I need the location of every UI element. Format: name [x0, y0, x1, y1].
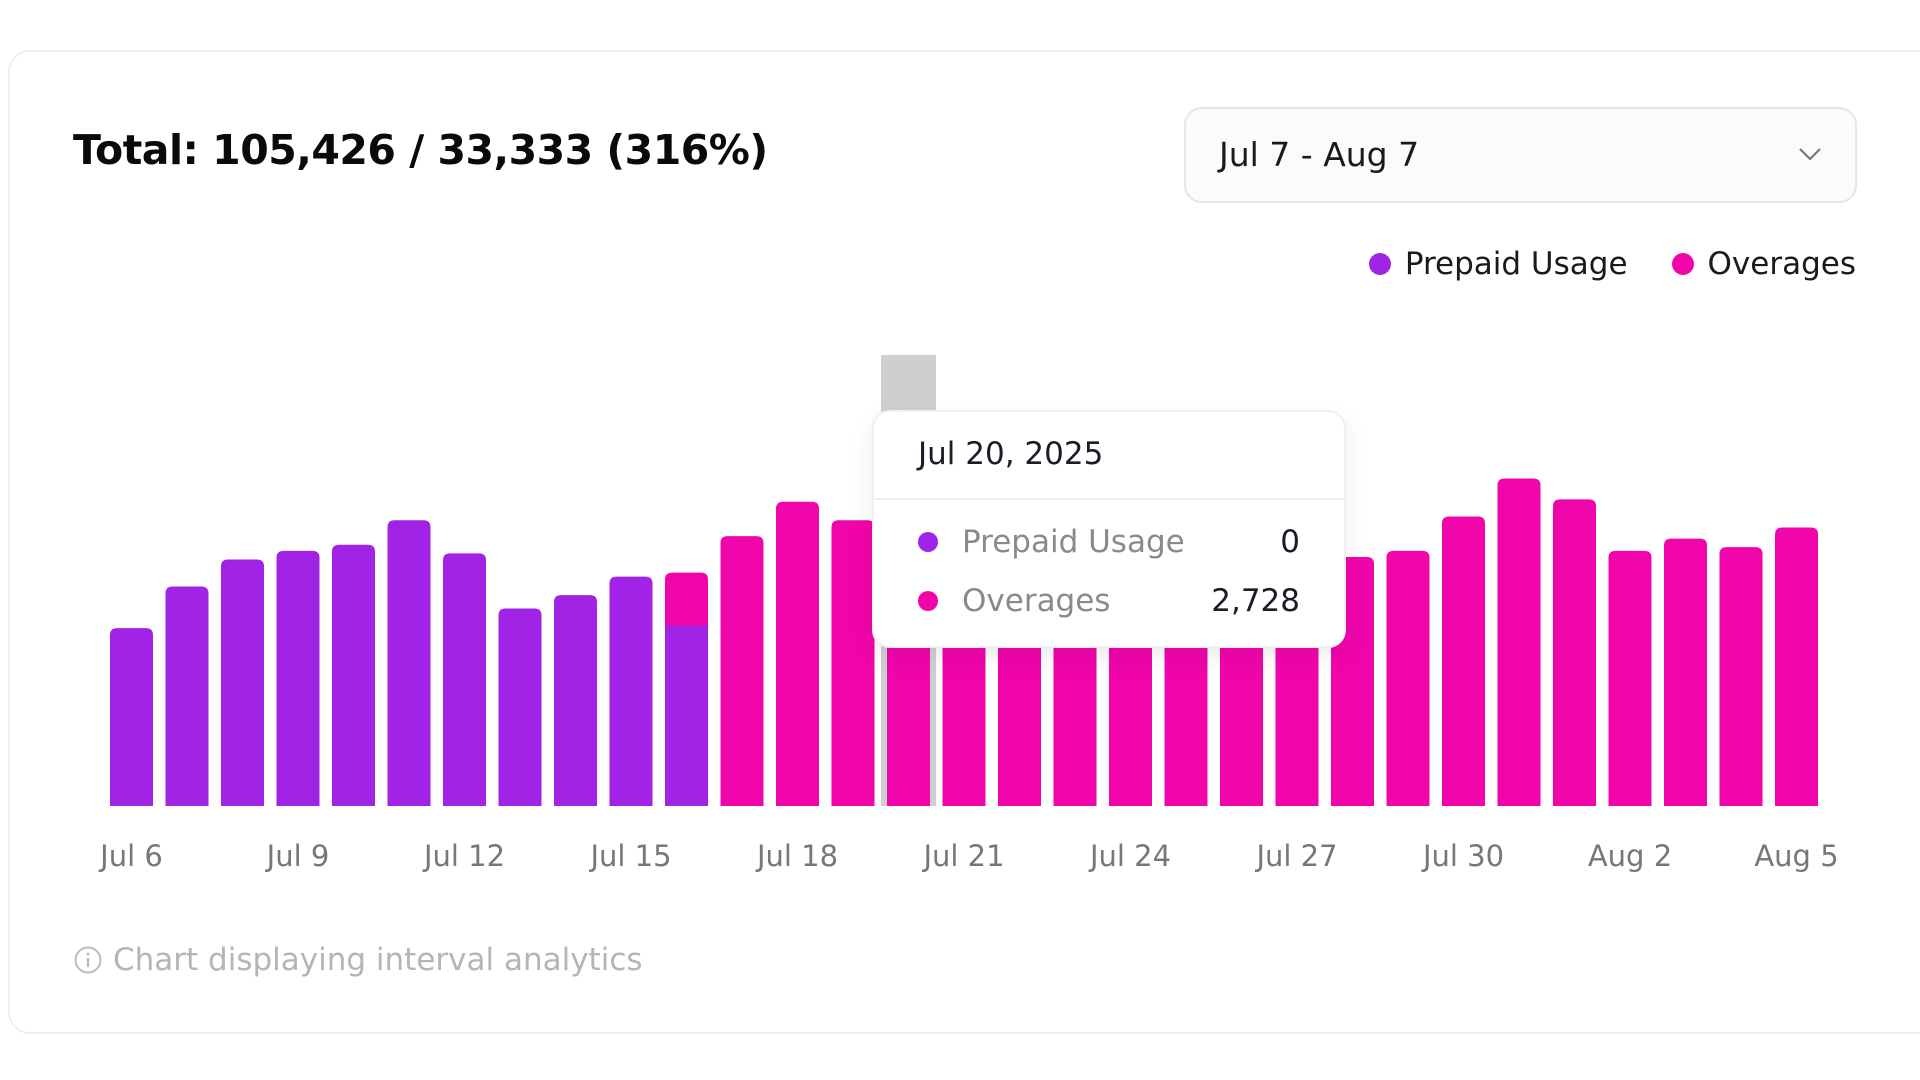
x-tick-label: Aug 5: [1754, 839, 1838, 873]
tooltip-label: Prepaid Usage: [962, 524, 1185, 560]
tooltip-row-prepaid: Prepaid Usage 0: [918, 524, 1300, 560]
x-tick-label: Jul 18: [755, 839, 838, 873]
tooltip-label: Overages: [962, 583, 1111, 619]
total-usage-title: Total: 105,426 / 33,333 (316%): [73, 126, 768, 174]
bar-prepaid-usage: [665, 625, 708, 806]
legend-item-prepaid[interactable]: Prepaid Usage: [1368, 246, 1628, 282]
bar-prepaid-usage: [221, 559, 264, 806]
bar-prepaid-usage: [110, 628, 153, 806]
x-tick-label: Jul 6: [98, 839, 163, 873]
tooltip-value: 2,728: [1211, 583, 1300, 619]
x-tick-label: Jul 12: [422, 839, 505, 873]
x-tick-label: Jul 24: [1088, 839, 1171, 873]
bar-prepaid-usage: [498, 608, 542, 806]
bar-overages: [665, 572, 708, 626]
chevron-down-icon: [1799, 148, 1821, 161]
footnote-text: Chart displaying interval analytics: [113, 942, 643, 978]
x-tick-label: Jul 27: [1254, 839, 1337, 873]
chart-tooltip: Jul 20, 2025 Prepaid Usage 0 Overages 2,…: [872, 410, 1346, 648]
chart-footnote: Chart displaying interval analytics: [73, 942, 643, 978]
info-icon: [74, 946, 102, 974]
bar-prepaid-usage: [387, 520, 431, 806]
date-range-value: Jul 7 - Aug 7: [1219, 135, 1420, 174]
bar-prepaid-usage: [332, 544, 375, 806]
prepaid-dot-icon: [1368, 253, 1391, 275]
legend-label: Prepaid Usage: [1404, 246, 1628, 282]
x-tick-label: Jul 30: [1421, 839, 1504, 873]
tooltip-row-overages: Overages 2,728: [918, 583, 1300, 619]
tooltip-divider: [874, 498, 1344, 500]
overages-dot-icon: [1671, 253, 1694, 275]
bar-overages: [1719, 547, 1763, 806]
legend-item-overages[interactable]: Overages: [1671, 246, 1856, 282]
bar-overages: [1608, 550, 1652, 806]
bar-overages: [831, 520, 875, 806]
x-tick-label: Jul 9: [265, 839, 330, 873]
legend-label: Overages: [1707, 246, 1856, 282]
bar-overages: [1775, 527, 1818, 806]
bar-prepaid-usage: [443, 553, 486, 806]
bar-overages: [1497, 478, 1541, 806]
bar-overages: [1553, 499, 1596, 806]
bar-overages: [776, 501, 819, 806]
bar-overages: [1386, 550, 1430, 806]
date-range-dropdown[interactable]: Jul 7 - Aug 7: [1184, 107, 1857, 203]
x-tick-label: Jul 21: [921, 839, 1004, 873]
x-tick-label: Aug 2: [1588, 839, 1672, 873]
tooltip-date: Jul 20, 2025: [918, 436, 1104, 472]
bar-overages: [720, 536, 764, 806]
overages-dot-icon: [918, 591, 938, 611]
bar-prepaid-usage: [609, 576, 653, 806]
x-tick-label: Jul 15: [588, 839, 671, 873]
bar-overages: [887, 599, 930, 806]
bar-overages: [1664, 538, 1707, 806]
bar-prepaid-usage: [554, 595, 597, 806]
chart-legend: Prepaid Usage Overages: [1368, 246, 1856, 282]
bar-overages: [1442, 516, 1485, 806]
bar-prepaid-usage: [276, 550, 320, 806]
tooltip-value: 0: [1280, 524, 1300, 560]
bar-prepaid-usage: [165, 586, 209, 806]
prepaid-dot-icon: [918, 532, 938, 552]
